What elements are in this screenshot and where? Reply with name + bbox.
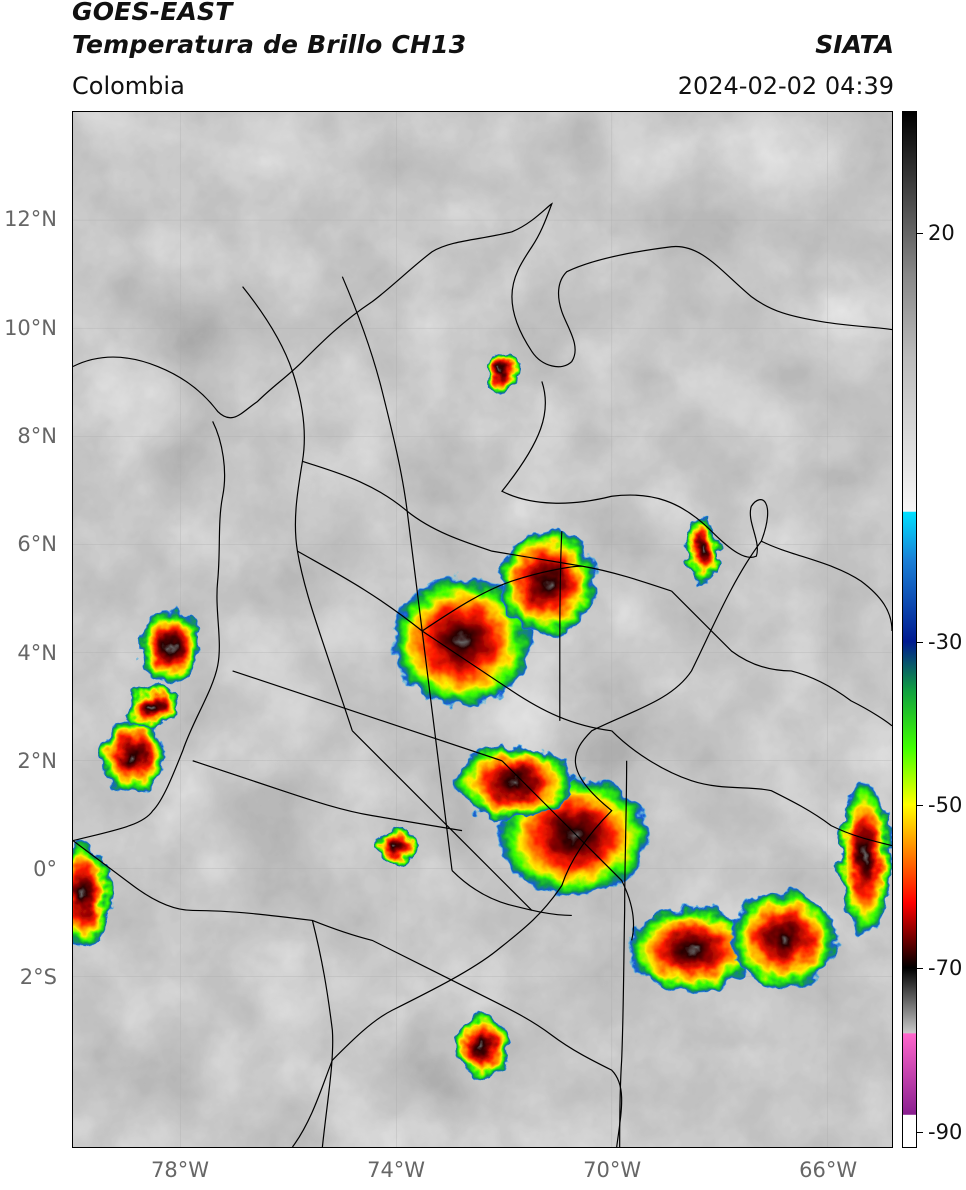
storm-cell	[73, 841, 111, 950]
department-lines-9	[501, 760, 635, 941]
colorbar-tick-label: -90	[928, 1119, 963, 1144]
colorbar-tick-label: -30	[928, 629, 963, 654]
storm-cell	[730, 890, 839, 988]
colorbar-tick	[917, 805, 923, 807]
department-lines-5	[351, 730, 533, 911]
region-label: Colombia	[72, 72, 185, 100]
satellite-title: GOES-EAST	[72, 0, 233, 26]
convective-cells	[73, 349, 892, 1080]
department-lines-4	[297, 550, 612, 732]
storm-cell	[374, 828, 418, 866]
colombia-outline	[73, 381, 892, 1147]
storm-cell	[627, 906, 758, 993]
department-lines-10	[451, 870, 572, 917]
department-lines-7	[232, 670, 503, 762]
colorbar-tick-label: -50	[928, 793, 963, 818]
colorbar-tick	[917, 968, 923, 970]
department-lines-6	[421, 565, 582, 632]
central-divide	[559, 531, 563, 721]
lat-tick-label: 2°S	[19, 965, 57, 990]
lat-tick-label: 0°	[33, 857, 57, 882]
map-canvas	[73, 112, 892, 1147]
department-lines-8	[192, 760, 463, 832]
storm-cell	[487, 349, 521, 394]
lon-tick-label: 74°W	[367, 1158, 426, 1182]
storm-cell	[498, 528, 596, 637]
lat-tick-label: 2°N	[17, 748, 57, 773]
storm-cell	[99, 717, 165, 793]
orinoco-region	[671, 590, 892, 727]
datetime-label: 2024-02-02 04:39	[677, 72, 894, 100]
lat-tick-label: 12°N	[4, 207, 57, 232]
department-lines-2	[341, 276, 453, 871]
political-boundaries	[73, 202, 892, 1147]
coastline-caribbean	[73, 202, 892, 419]
department-lines-1	[242, 286, 353, 731]
organization-label: SIATA	[815, 30, 894, 59]
storm-cell	[455, 744, 575, 821]
lat-tick-label: 10°N	[4, 315, 57, 340]
storm-cell	[390, 576, 531, 707]
colorbar-tick	[917, 641, 923, 643]
colorbar-tick	[917, 1131, 923, 1133]
department-lines-3	[302, 460, 672, 592]
colorbar-tick-label: -70	[928, 956, 963, 981]
storm-cell	[838, 782, 892, 934]
lon-tick-label: 78°W	[151, 1158, 210, 1182]
colorbar-tick	[917, 233, 923, 235]
lat-tick-label: 8°N	[17, 423, 57, 448]
peru-border	[311, 920, 334, 1147]
lat-tick-label: 4°N	[17, 640, 57, 665]
colorbar-tick-label: 20	[928, 221, 955, 246]
product-title: Temperatura de Brillo CH13	[72, 30, 467, 59]
lon-tick-label: 70°W	[583, 1158, 642, 1182]
storm-cell	[684, 517, 723, 583]
lat-tick-label: 6°N	[17, 532, 57, 557]
lon-tick-label: 66°W	[799, 1158, 858, 1182]
storm-cell	[137, 609, 203, 685]
storm-cell	[455, 1014, 510, 1080]
venezuela-brazil-border	[611, 730, 892, 847]
ecuador-outline	[73, 840, 623, 1147]
storm-cell	[126, 684, 181, 729]
temperature-colorbar	[902, 111, 917, 1148]
satellite-map[interactable]	[72, 111, 893, 1148]
amazon-border	[619, 760, 628, 1147]
